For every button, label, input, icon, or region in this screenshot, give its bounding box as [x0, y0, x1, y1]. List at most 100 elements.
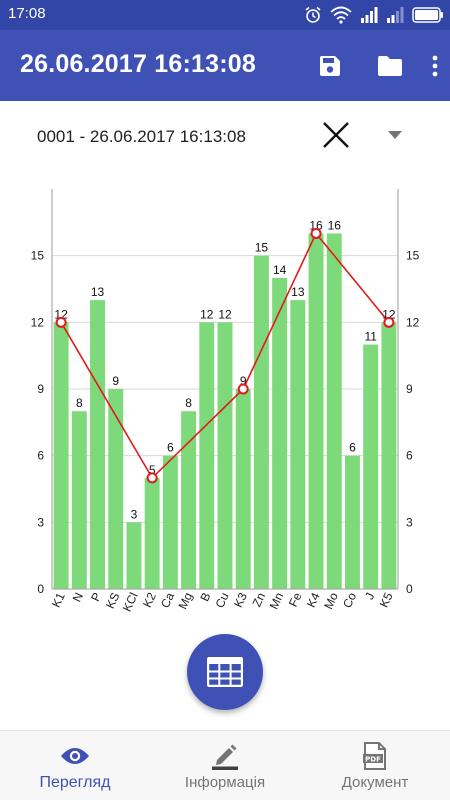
- x-tick-label: Mg: [176, 590, 196, 611]
- data-label: 6: [167, 441, 174, 455]
- data-label: 12: [218, 307, 232, 321]
- x-tick-label: Cu: [213, 590, 232, 610]
- y-tick-label-right: 15: [406, 249, 420, 263]
- x-tick-label: K3: [231, 590, 250, 610]
- line-point: [310, 227, 322, 239]
- y-tick-label-right: 3: [406, 515, 413, 529]
- data-label: 11: [364, 330, 377, 344]
- data-label: 8: [76, 396, 83, 410]
- eye-icon: [61, 748, 89, 764]
- y-tick-label-left: 6: [37, 449, 44, 463]
- save-button[interactable]: [300, 30, 360, 101]
- record-selector[interactable]: 0001 - 26.06.2017 16:13:08: [0, 101, 450, 171]
- y-tick-label-right: 6: [406, 449, 413, 463]
- bar: [162, 455, 178, 589]
- nav-item-view[interactable]: Перегляд: [0, 731, 150, 800]
- y-tick-label-left: 9: [37, 382, 44, 396]
- data-label: 9: [240, 374, 247, 388]
- x-tick-label: K1: [49, 590, 68, 610]
- line-point: [146, 472, 158, 484]
- clear-button[interactable]: [318, 117, 354, 153]
- nav-item-document[interactable]: PDF Документ: [300, 731, 450, 800]
- x-tick-label: K4: [304, 590, 323, 610]
- pdf-icon: PDF: [363, 742, 386, 770]
- alarm-icon: [305, 6, 321, 23]
- more-options-button[interactable]: [420, 30, 450, 101]
- signal-icon: [361, 7, 378, 23]
- bar: [108, 389, 124, 589]
- status-icons: [304, 3, 444, 27]
- x-tick-label: Mn: [267, 590, 287, 611]
- data-label: 8: [185, 396, 192, 410]
- bar: [381, 322, 397, 589]
- y-tick-label-left: 15: [31, 249, 45, 263]
- bar: [235, 389, 251, 589]
- bar: [326, 233, 342, 589]
- x-tick-label: B: [197, 590, 213, 603]
- dropdown-arrow-icon: [388, 131, 402, 139]
- y-tick-label-right: 0: [406, 582, 413, 596]
- svg-text:PDF: PDF: [365, 756, 381, 764]
- bar: [345, 455, 360, 589]
- x-tick-label: KS: [103, 590, 122, 610]
- data-label: 13: [91, 285, 105, 299]
- data-label: 16: [309, 218, 323, 232]
- y-tick-label-left: 12: [31, 315, 45, 329]
- bar: [272, 277, 288, 589]
- y-tick-label-right: 12: [406, 315, 420, 329]
- x-tick-label: Zn: [250, 590, 269, 609]
- more-vert-icon: [432, 55, 438, 76]
- bar: [53, 322, 69, 589]
- x-tick-label: J: [362, 590, 377, 601]
- bar: [217, 322, 233, 589]
- battery-icon: [412, 7, 443, 23]
- bottom-navigation: Перегляд Інформація PDF Документ: [0, 730, 450, 800]
- line-point: [237, 383, 249, 395]
- bar: [126, 522, 142, 589]
- close-icon: [323, 122, 349, 148]
- app-title: 26.06.2017 16:13:08: [20, 50, 256, 78]
- data-label: 16: [328, 218, 342, 232]
- status-time: 17:08: [8, 5, 46, 22]
- x-tick-label: Ca: [158, 590, 177, 610]
- data-label: 14: [273, 263, 287, 277]
- bar: [71, 411, 87, 589]
- dropdown-button[interactable]: [386, 129, 404, 141]
- data-label: 12: [200, 307, 214, 321]
- nav-label-document: Документ: [341, 774, 409, 791]
- nav-item-info[interactable]: Інформація: [150, 731, 300, 800]
- save-icon: [320, 55, 340, 76]
- data-label: 3: [131, 507, 138, 521]
- data-label: 9: [112, 374, 119, 388]
- app-bar: 26.06.2017 16:13:08: [0, 30, 450, 101]
- status-bar: 17:08: [0, 0, 450, 30]
- folder-icon: [378, 55, 402, 76]
- chart-area: 0 0 3 3 6 6 9 9 12 12 15 15 12 8 13 9 3 5 6 8 12 12 9 15 14 13 16 1…: [0, 171, 450, 630]
- x-tick-label: Mo: [321, 590, 341, 611]
- data-label: 15: [255, 241, 269, 255]
- line-point: [55, 316, 67, 328]
- data-label: 6: [349, 441, 356, 455]
- y-tick-label-right: 9: [406, 382, 413, 396]
- data-label: 5: [149, 463, 156, 477]
- open-folder-button[interactable]: [360, 30, 420, 101]
- y-tick-label-left: 0: [37, 582, 44, 596]
- bar: [90, 300, 105, 589]
- bar: [363, 344, 379, 589]
- data-label: 12: [382, 307, 396, 321]
- table-icon: [207, 657, 243, 687]
- edit-icon: [212, 744, 238, 770]
- data-label: 12: [54, 307, 68, 321]
- app-actions: [300, 30, 450, 101]
- y-tick-label-left: 3: [37, 515, 44, 529]
- x-tick-label: K2: [140, 590, 159, 610]
- bar: [308, 233, 324, 589]
- x-tick-label: K5: [377, 590, 396, 610]
- bar: [290, 300, 306, 589]
- x-tick-label: Fe: [286, 590, 305, 609]
- bar: [144, 477, 160, 589]
- bar: [181, 411, 197, 589]
- table-view-button[interactable]: [187, 634, 263, 710]
- x-tick-label: KCl: [120, 590, 141, 613]
